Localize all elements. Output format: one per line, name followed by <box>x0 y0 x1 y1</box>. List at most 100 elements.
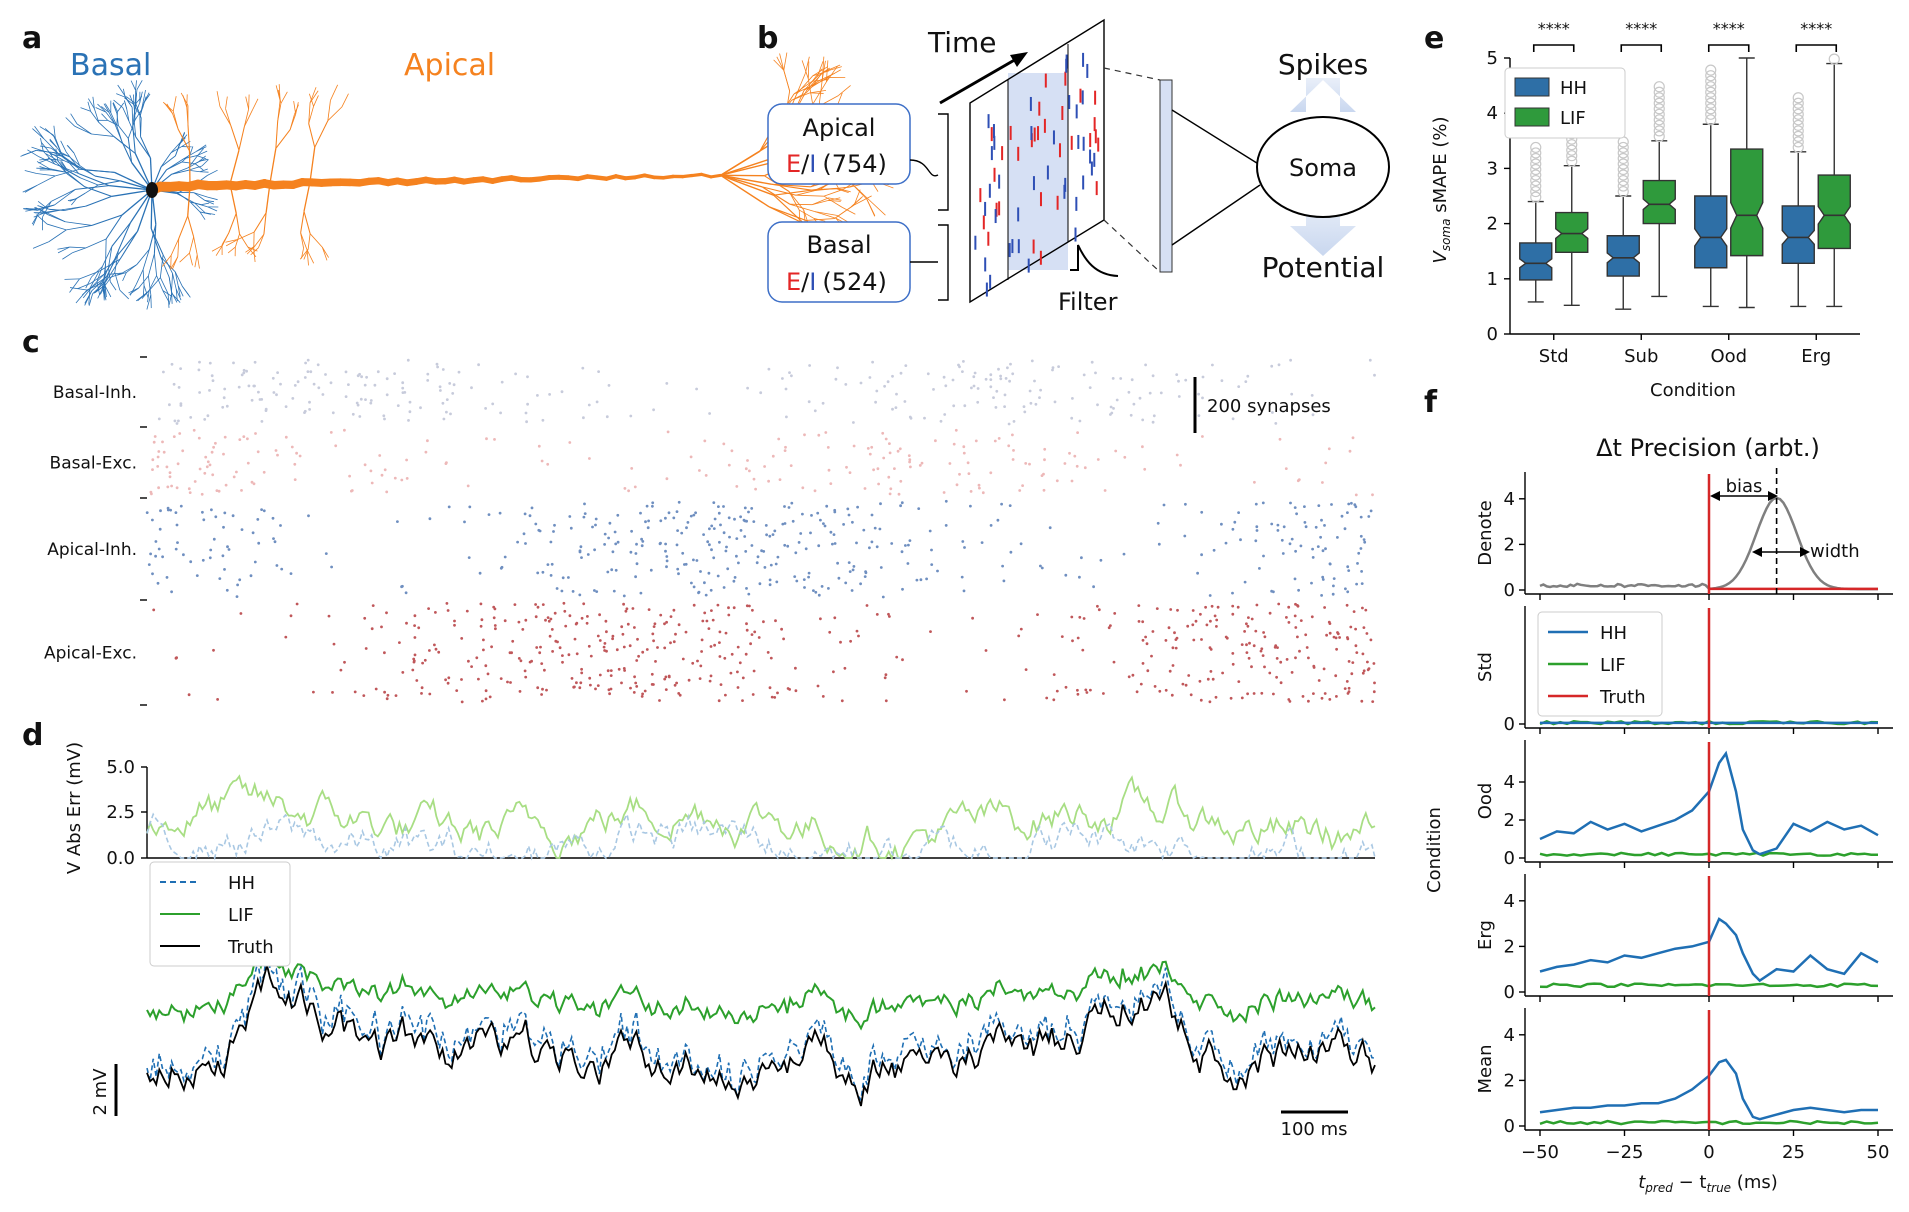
synapse-dot <box>881 431 885 435</box>
outlier <box>1792 108 1804 120</box>
dendrite-segment <box>187 124 191 152</box>
synapse-dot <box>1335 647 1338 651</box>
synapse-dot <box>1285 658 1289 661</box>
synapse-dot <box>339 668 343 672</box>
synapse-dot <box>369 399 373 402</box>
synapse-dot <box>1210 604 1214 608</box>
synapse-dot <box>426 372 430 376</box>
synapse-dot <box>494 627 497 631</box>
synapse-dot <box>193 480 197 483</box>
synapse-dot <box>579 545 583 549</box>
synapse-dot <box>771 533 775 536</box>
dendrite-segment <box>199 211 206 220</box>
synapse-dot <box>884 699 888 703</box>
synapse-dot <box>833 508 837 512</box>
synapse-dot <box>963 546 966 549</box>
outlier <box>1617 158 1629 170</box>
dendrite-segment <box>779 53 785 71</box>
synapse-dot <box>582 515 586 519</box>
synapse-dot <box>595 400 599 404</box>
synapse-dot <box>613 530 617 534</box>
significance-stars: **** <box>1538 19 1570 38</box>
dendrite-segment <box>160 155 176 168</box>
dendrite-segment <box>853 195 872 206</box>
synapse-dot <box>521 628 525 631</box>
synapse-dot <box>153 435 157 438</box>
panel-a: a Basal Apical <box>20 21 902 310</box>
synapse-dot <box>524 542 527 545</box>
synapse-dot <box>312 690 315 694</box>
synapse-dot <box>551 650 554 653</box>
synapse-dot <box>1008 504 1012 507</box>
dendrite-segment <box>148 275 157 291</box>
synapse-dot <box>498 511 502 515</box>
spikes-label: Spikes <box>1278 48 1368 81</box>
dendrite-segment <box>293 100 297 115</box>
synapse-dot <box>665 565 668 569</box>
synapse-dot <box>182 553 185 557</box>
synapse-dot <box>482 648 485 652</box>
synapse-dot <box>503 619 507 623</box>
synapse-dot <box>1127 390 1131 394</box>
outlier <box>1792 97 1804 109</box>
synapse-dot <box>411 668 415 672</box>
dendrite-segment <box>178 215 189 239</box>
synapse-dot <box>271 376 275 380</box>
synapse-dot <box>663 677 667 681</box>
synapse-dot <box>1336 631 1339 634</box>
synapse-dot <box>570 677 574 680</box>
synapse-dot <box>324 373 327 376</box>
synapse-dot <box>260 420 264 423</box>
synapse-dot <box>677 623 681 627</box>
synapse-dot <box>238 438 242 441</box>
dendrite-segment <box>57 246 70 254</box>
dendrite-segment <box>85 238 107 249</box>
dendrite-segment <box>111 222 132 247</box>
dendrite-segment <box>720 150 761 176</box>
synapse-dot <box>511 639 515 643</box>
synapse-dot <box>724 549 728 553</box>
dendrite-segment <box>243 109 250 127</box>
synapse-dot <box>774 562 778 566</box>
synapse-dot <box>484 697 488 701</box>
synapse-dot <box>170 484 174 488</box>
synapse-dot <box>188 491 192 494</box>
synapse-dot <box>1055 689 1059 693</box>
synapse-dot <box>706 540 710 544</box>
synapse-dot <box>200 492 204 496</box>
synapse-dot <box>1321 549 1325 553</box>
synapse-dot <box>177 386 181 389</box>
synapse-dot <box>1076 431 1079 434</box>
synapse-dot <box>790 374 793 378</box>
dendrite-segment <box>43 138 59 154</box>
panel-d-label: d <box>22 718 43 753</box>
synapse-dot <box>1187 674 1191 677</box>
synapse-dot <box>928 529 932 533</box>
dendrite-segment <box>85 195 112 207</box>
synapse-dot <box>363 616 367 620</box>
synapse-dot <box>419 406 422 410</box>
synapse-dot <box>1364 608 1368 612</box>
synapse-dot <box>324 552 328 555</box>
synapse-dot <box>1299 619 1303 622</box>
synapse-dot <box>1057 365 1060 368</box>
synapse-dot <box>675 543 679 547</box>
synapse-dot <box>195 574 199 577</box>
synapse-dot <box>1258 567 1261 570</box>
synapse-dot <box>166 508 170 512</box>
synapse-dot <box>1247 656 1251 660</box>
synapse-dot <box>383 468 387 472</box>
synapse-dot <box>1011 372 1015 376</box>
dendrite-segment <box>244 109 253 127</box>
synapse-dot <box>762 620 765 624</box>
dendrite-segment <box>90 273 105 284</box>
e-xtick-label: Sub <box>1624 346 1658 367</box>
synapse-dot <box>344 370 348 374</box>
synapse-dot <box>257 390 260 394</box>
synapse-dot <box>784 445 787 449</box>
synapse-dot <box>984 377 988 381</box>
synapse-dot <box>1361 606 1364 610</box>
synapse-dot <box>712 556 716 560</box>
synapse-dot <box>594 687 597 691</box>
synapse-dot <box>821 695 825 698</box>
